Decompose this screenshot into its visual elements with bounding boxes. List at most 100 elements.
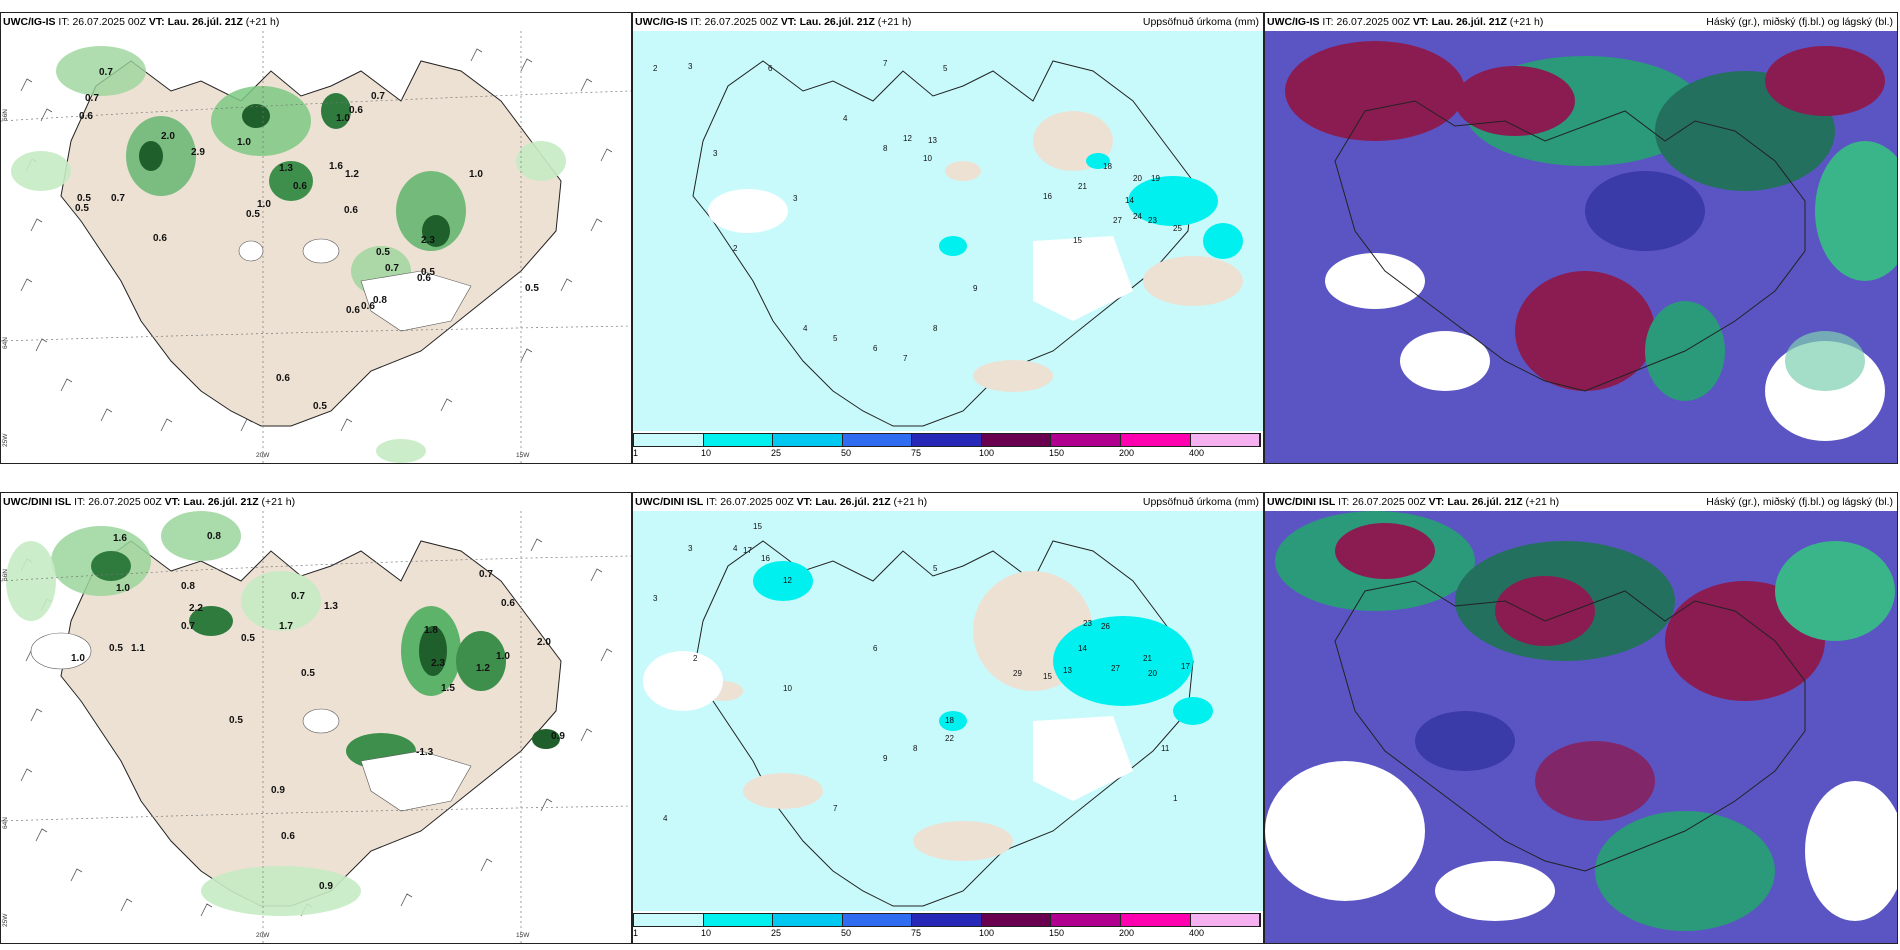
legend-swatch xyxy=(634,434,704,446)
svg-text:4: 4 xyxy=(663,814,668,823)
svg-text:0.6: 0.6 xyxy=(417,273,431,284)
legend-swatch xyxy=(1120,434,1191,446)
legend-swatch xyxy=(703,914,774,926)
panel-top-right-cloud-layers: UWC/IG-IS IT: 26.07.2025 00Z VT: Lau. 26… xyxy=(1264,12,1898,464)
svg-text:0.8: 0.8 xyxy=(207,531,221,542)
svg-text:0.6: 0.6 xyxy=(501,598,515,609)
svg-text:7: 7 xyxy=(833,804,838,813)
svg-text:9: 9 xyxy=(883,754,888,763)
svg-text:1.7: 1.7 xyxy=(279,621,293,632)
legend-swatch xyxy=(1190,434,1261,446)
heavy-precip-areas xyxy=(753,561,1213,731)
svg-text:13: 13 xyxy=(1063,666,1072,675)
svg-text:0.8: 0.8 xyxy=(181,581,195,592)
precip-legend: 1 10 25 50 75 100 150 200 400 xyxy=(633,913,1261,938)
svg-text:26: 26 xyxy=(1101,622,1110,631)
svg-text:0.7: 0.7 xyxy=(111,193,125,204)
svg-text:0.5: 0.5 xyxy=(301,668,315,679)
legend-color-bar xyxy=(633,433,1261,447)
svg-text:3: 3 xyxy=(713,149,718,158)
precip-areas xyxy=(6,511,560,916)
iceland-outline xyxy=(1334,580,1806,872)
svg-text:25: 25 xyxy=(1173,224,1182,233)
legend-swatch xyxy=(1190,914,1261,926)
no-data-areas xyxy=(708,189,1133,321)
svg-text:29: 29 xyxy=(1013,669,1022,678)
svg-text:13: 13 xyxy=(928,136,937,145)
legend-swatch xyxy=(981,434,1052,446)
grid-labels: 66N 64N 25W 20W 15W xyxy=(2,109,530,459)
legend-swatch xyxy=(842,914,913,926)
svg-text:0.5: 0.5 xyxy=(421,267,435,278)
legend-tick: 25 xyxy=(771,928,782,938)
svg-text:2.2: 2.2 xyxy=(189,603,203,614)
legend-tick: 200 xyxy=(1119,448,1135,458)
legend-swatch xyxy=(842,434,913,446)
panel-bottom-middle-dini-accum-precip: UWC/DINI ISL IT: 26.07.2025 00Z VT: Lau.… xyxy=(632,492,1264,944)
svg-text:24: 24 xyxy=(1133,212,1142,221)
legend-swatch xyxy=(1051,434,1121,446)
cloud-layers xyxy=(1285,41,1897,441)
svg-text:20W: 20W xyxy=(256,932,270,939)
iceland-outline xyxy=(1334,100,1806,392)
svg-text:14: 14 xyxy=(1125,196,1134,205)
svg-text:7: 7 xyxy=(903,354,908,363)
panel-top-middle-accum-precip: UWC/IG-IS IT: 26.07.2025 00Z VT: Lau. 26… xyxy=(632,12,1264,464)
legend-swatch xyxy=(912,914,982,926)
legend-tick: 25 xyxy=(771,448,782,458)
svg-text:3: 3 xyxy=(688,544,693,553)
legend-swatch xyxy=(912,434,982,446)
precip-values: 0.7 0.7 0.6 0.5 2.0 1.0 2.9 1.0 1.6 0.7 … xyxy=(75,67,539,412)
svg-text:1.0: 1.0 xyxy=(71,653,85,664)
svg-text:0.5: 0.5 xyxy=(525,283,539,294)
svg-text:14: 14 xyxy=(1078,644,1087,653)
svg-text:0.5: 0.5 xyxy=(229,715,243,726)
svg-text:1.0: 1.0 xyxy=(496,651,510,662)
svg-text:64N: 64N xyxy=(2,337,9,349)
svg-text:0.7: 0.7 xyxy=(385,263,399,274)
dry-areas xyxy=(719,111,1243,392)
precip-values: 3 4 15 17 16 12 10 18 5 6 8 29 23 26 27 … xyxy=(653,522,1190,823)
svg-text:1.0: 1.0 xyxy=(336,113,350,124)
svg-text:2: 2 xyxy=(733,244,738,253)
svg-text:0.6: 0.6 xyxy=(276,373,290,384)
svg-text:0.5: 0.5 xyxy=(109,643,123,654)
legend-tick: 100 xyxy=(979,928,995,938)
svg-text:1.1: 1.1 xyxy=(131,643,145,654)
svg-text:9: 9 xyxy=(973,284,978,293)
svg-text:23: 23 xyxy=(1083,619,1092,628)
svg-text:66N: 66N xyxy=(2,109,9,121)
svg-text:17: 17 xyxy=(1181,662,1190,671)
svg-text:2.9: 2.9 xyxy=(191,147,205,158)
svg-text:16: 16 xyxy=(1043,192,1052,201)
svg-text:11: 11 xyxy=(1161,744,1170,753)
svg-text:1.0: 1.0 xyxy=(116,583,130,594)
svg-text:4: 4 xyxy=(843,114,848,123)
svg-text:25W: 25W xyxy=(2,433,9,447)
no-data-areas xyxy=(643,651,1133,801)
svg-text:-1.3: -1.3 xyxy=(416,747,434,758)
graticule xyxy=(1,511,631,943)
precip-legend: 1 10 25 50 75 100 150 200 400 xyxy=(633,433,1261,458)
svg-text:0.5: 0.5 xyxy=(376,247,390,258)
svg-text:22: 22 xyxy=(945,734,954,743)
svg-text:0.6: 0.6 xyxy=(349,105,363,116)
svg-text:7: 7 xyxy=(883,59,888,68)
svg-text:66N: 66N xyxy=(2,569,9,581)
svg-text:1.8: 1.8 xyxy=(424,625,438,636)
svg-text:27: 27 xyxy=(1111,664,1120,673)
svg-text:1.5: 1.5 xyxy=(441,683,455,694)
svg-text:0.6: 0.6 xyxy=(293,181,307,192)
svg-text:16: 16 xyxy=(761,554,770,563)
svg-text:8: 8 xyxy=(883,144,888,153)
svg-text:5: 5 xyxy=(943,64,948,73)
map-canvas: 66N 64N 25W 20W 15W 0.7 0.7 0.6 0.5 2.0 … xyxy=(1,31,631,463)
svg-text:0.5: 0.5 xyxy=(75,203,89,214)
svg-text:0.6: 0.6 xyxy=(361,301,375,312)
legend-swatch xyxy=(981,914,1052,926)
svg-text:6: 6 xyxy=(768,64,773,73)
legend-color-bar xyxy=(633,913,1261,927)
svg-text:8: 8 xyxy=(913,744,918,753)
svg-text:0.6: 0.6 xyxy=(79,111,93,122)
map-canvas: 66N 64N 25W 20W 15W 1.6 0.8 0.7 1.0 0.5 … xyxy=(1,511,631,943)
